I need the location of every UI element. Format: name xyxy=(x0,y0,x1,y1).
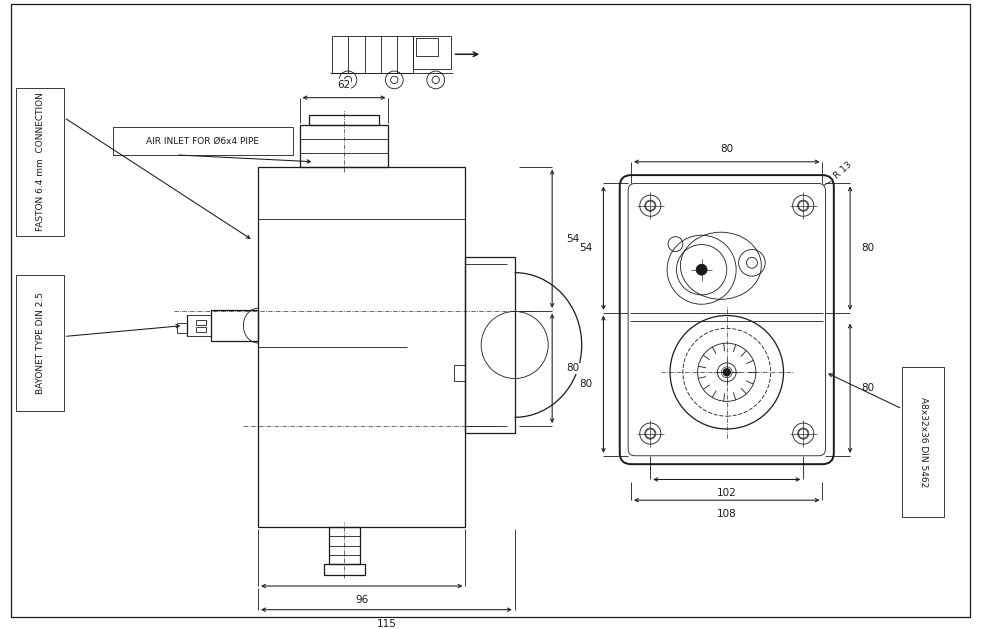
Bar xyxy=(17,88,64,236)
Text: A8x32x36 DIN 5462: A8x32x36 DIN 5462 xyxy=(918,397,928,487)
Text: 80: 80 xyxy=(861,243,874,253)
Text: 54: 54 xyxy=(566,234,579,244)
Text: 80: 80 xyxy=(566,364,579,374)
Text: 96: 96 xyxy=(355,595,369,605)
Bar xyxy=(17,276,64,411)
Bar xyxy=(113,127,292,155)
Bar xyxy=(258,167,465,527)
Text: 80: 80 xyxy=(580,379,593,389)
Text: BAYONET TYPE DIN 2.5: BAYONET TYPE DIN 2.5 xyxy=(35,292,45,394)
Bar xyxy=(465,257,515,433)
Text: AIR INLET FOR Ø6x4 PIPE: AIR INLET FOR Ø6x4 PIPE xyxy=(146,136,259,145)
Bar xyxy=(416,38,438,56)
Circle shape xyxy=(723,369,731,376)
Bar xyxy=(333,35,413,73)
Text: 80: 80 xyxy=(720,144,734,154)
Bar xyxy=(211,310,258,342)
Bar xyxy=(324,564,365,575)
Bar xyxy=(454,365,465,381)
Text: 62: 62 xyxy=(337,80,350,90)
Text: 80: 80 xyxy=(861,383,874,393)
Bar xyxy=(329,527,360,564)
Text: R 13: R 13 xyxy=(832,160,853,181)
Bar xyxy=(299,125,388,167)
Text: 102: 102 xyxy=(717,488,737,498)
Bar xyxy=(413,35,450,69)
Text: 108: 108 xyxy=(717,509,737,519)
Bar xyxy=(187,314,211,337)
Circle shape xyxy=(697,264,707,275)
Bar xyxy=(903,367,944,517)
Bar xyxy=(196,320,206,325)
Bar xyxy=(309,116,379,125)
Text: FASTON 6.4 mm  CONNECTION: FASTON 6.4 mm CONNECTION xyxy=(35,92,45,231)
Text: 115: 115 xyxy=(377,618,396,628)
Text: 54: 54 xyxy=(580,243,593,253)
Bar xyxy=(196,326,206,333)
